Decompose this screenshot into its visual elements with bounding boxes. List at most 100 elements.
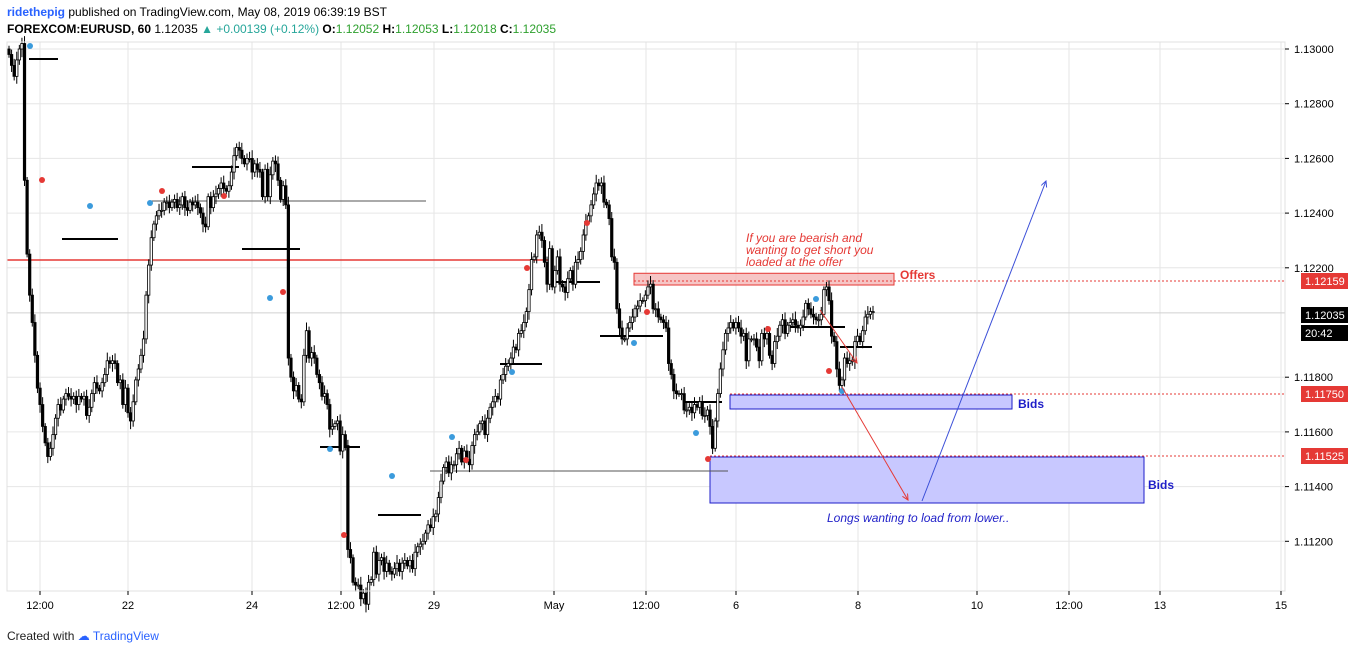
candle bbox=[369, 576, 373, 586]
candle bbox=[677, 390, 681, 397]
candle bbox=[845, 351, 849, 368]
candle-body bbox=[579, 250, 583, 260]
candle-body bbox=[493, 395, 497, 403]
candle-body bbox=[687, 406, 691, 411]
candle bbox=[581, 229, 585, 260]
candle-body bbox=[729, 322, 733, 329]
candle bbox=[553, 265, 557, 294]
candle bbox=[191, 197, 195, 212]
candle-body bbox=[863, 316, 867, 332]
candle bbox=[289, 353, 293, 383]
candle bbox=[592, 187, 596, 209]
candle-body bbox=[739, 327, 743, 337]
candle-body bbox=[149, 237, 153, 266]
candle bbox=[770, 350, 774, 371]
short-arrow-1 bbox=[819, 309, 857, 363]
candle bbox=[85, 389, 89, 420]
candle bbox=[669, 359, 673, 380]
candle bbox=[664, 315, 668, 333]
candle bbox=[431, 508, 435, 536]
candle-body bbox=[454, 453, 459, 466]
bearish-note-line: loaded at the offer bbox=[746, 255, 844, 269]
candle bbox=[43, 423, 47, 447]
candle-body bbox=[410, 560, 415, 570]
candle bbox=[827, 280, 831, 305]
candle-body bbox=[136, 368, 140, 381]
author-name[interactable]: ridethepig bbox=[7, 5, 66, 19]
candle bbox=[628, 315, 632, 333]
candle bbox=[496, 393, 500, 403]
candle bbox=[64, 388, 68, 406]
candle bbox=[672, 368, 676, 400]
candle-body bbox=[656, 308, 660, 318]
candle-body bbox=[592, 193, 596, 206]
candle-body bbox=[64, 393, 68, 400]
candle-body bbox=[284, 185, 288, 206]
y-tick-label: 1.12600 bbox=[1294, 153, 1334, 165]
candle-body bbox=[276, 163, 280, 181]
candle-body bbox=[659, 316, 663, 321]
candle-body bbox=[43, 426, 47, 444]
candle bbox=[861, 325, 865, 349]
candle-body bbox=[87, 406, 91, 416]
supply-demand-zones bbox=[633, 272, 1145, 504]
candle bbox=[9, 49, 14, 72]
candle bbox=[48, 441, 52, 461]
candle bbox=[858, 332, 862, 345]
long-arrow bbox=[921, 181, 1046, 502]
y-tick-label: 1.12200 bbox=[1294, 263, 1334, 275]
swing-high-marker bbox=[221, 193, 227, 199]
candle bbox=[775, 327, 779, 350]
y-tick-label: 1.13000 bbox=[1294, 44, 1334, 56]
candle-body bbox=[648, 283, 653, 288]
price-label-current: 1.12035 bbox=[1305, 310, 1345, 322]
countdown-label-box bbox=[1301, 325, 1348, 341]
candle-body bbox=[105, 360, 109, 375]
candle bbox=[271, 157, 275, 180]
candle bbox=[170, 198, 174, 211]
tradingview-logo-icon: ☁ bbox=[77, 629, 90, 643]
candle bbox=[240, 142, 244, 165]
candle-body bbox=[255, 163, 259, 170]
candle bbox=[478, 420, 482, 436]
candle bbox=[198, 203, 203, 219]
candle-body bbox=[804, 302, 808, 318]
candle-body bbox=[134, 379, 138, 403]
candle-body bbox=[46, 442, 50, 457]
candle-body bbox=[263, 168, 267, 198]
candle bbox=[470, 441, 474, 470]
candle bbox=[747, 331, 751, 367]
candle bbox=[524, 307, 528, 328]
candle bbox=[335, 416, 340, 431]
candle-body bbox=[118, 379, 122, 384]
candle bbox=[589, 199, 593, 223]
candle-body bbox=[517, 333, 521, 351]
candle-body bbox=[436, 497, 441, 515]
candle-body bbox=[506, 363, 510, 367]
candle-body bbox=[279, 179, 283, 200]
candle-body bbox=[780, 319, 785, 326]
tradingview-brand[interactable]: TradingView bbox=[92, 629, 159, 643]
candle bbox=[128, 407, 133, 430]
candle-body bbox=[747, 338, 751, 362]
candle-body bbox=[385, 562, 389, 572]
candle-body bbox=[165, 201, 169, 204]
candle bbox=[46, 437, 50, 464]
candle-body bbox=[354, 581, 358, 586]
candle-body bbox=[791, 319, 795, 323]
candle bbox=[837, 361, 841, 392]
candle-body bbox=[268, 174, 272, 198]
candle-body bbox=[814, 316, 818, 321]
x-tick-label: 12:00 bbox=[1055, 600, 1083, 612]
candle bbox=[594, 174, 598, 202]
candle bbox=[395, 554, 399, 577]
candle bbox=[219, 177, 223, 197]
candle-body bbox=[842, 357, 847, 381]
candle-body bbox=[721, 349, 725, 370]
candle-body bbox=[90, 393, 94, 408]
candle bbox=[72, 392, 76, 405]
candle-body bbox=[674, 390, 679, 395]
candle-body bbox=[488, 406, 492, 419]
candle-body bbox=[123, 387, 128, 405]
